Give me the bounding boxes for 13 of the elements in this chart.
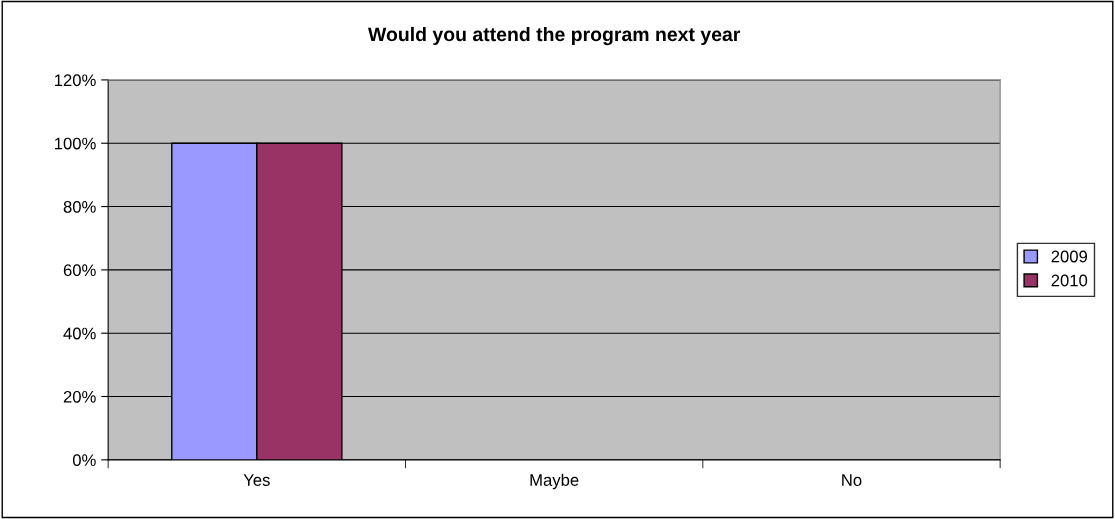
- chart-title: Would you attend the program next year: [367, 26, 741, 46]
- y-tick-label: 120%: [55, 74, 96, 87]
- x-tick-label: No: [842, 474, 862, 486]
- x-tick-label: Yes: [243, 474, 270, 486]
- y-tick-label: 40%: [63, 327, 96, 340]
- legend-label: 2010: [1051, 274, 1088, 287]
- y-tick-label: 60%: [63, 264, 96, 277]
- x-tick-label: Maybe: [530, 473, 579, 490]
- y-tick-label: 80%: [63, 200, 96, 213]
- y-tick-label: 0%: [72, 454, 96, 467]
- y-tick-label: 20%: [63, 390, 96, 403]
- legend-label: 2009: [1051, 250, 1088, 263]
- y-tick-label: 100%: [55, 137, 96, 150]
